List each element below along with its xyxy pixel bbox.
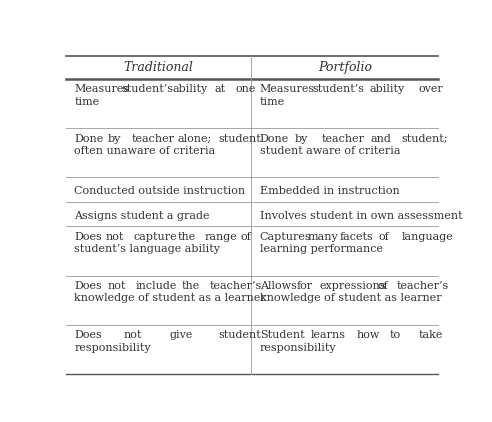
Text: learning performance: learning performance <box>260 244 383 254</box>
Text: over: over <box>419 84 443 95</box>
Text: of: of <box>379 232 390 242</box>
Text: Does: Does <box>74 232 102 242</box>
Text: Traditional: Traditional <box>124 61 194 74</box>
Text: not: not <box>124 330 142 341</box>
Text: Embedded in instruction: Embedded in instruction <box>260 186 400 196</box>
Text: to: to <box>390 330 400 341</box>
Text: learns: learns <box>310 330 345 341</box>
Text: student: student <box>219 134 261 143</box>
Text: capture: capture <box>133 232 177 242</box>
Text: not: not <box>107 281 125 291</box>
Text: at: at <box>215 84 226 95</box>
Text: Measures: Measures <box>74 84 129 95</box>
Text: responsibility: responsibility <box>74 343 151 352</box>
Text: facets: facets <box>339 232 373 242</box>
Text: of: of <box>240 232 251 242</box>
Text: ability: ability <box>172 84 208 95</box>
Text: time: time <box>260 97 285 107</box>
Text: Done: Done <box>74 134 104 143</box>
Text: and: and <box>370 134 391 143</box>
Text: student: student <box>219 330 261 341</box>
Text: Measures: Measures <box>260 84 315 95</box>
Text: teacher’s: teacher’s <box>397 281 449 291</box>
Text: Allows: Allows <box>260 281 297 291</box>
Text: student’s: student’s <box>122 84 173 95</box>
Text: range: range <box>205 232 237 242</box>
Text: Assigns student a grade: Assigns student a grade <box>74 211 210 221</box>
Text: the: the <box>182 281 200 291</box>
Text: not: not <box>106 232 124 242</box>
Text: expressions: expressions <box>320 281 386 291</box>
Text: Involves student in own assessment: Involves student in own assessment <box>260 211 462 221</box>
Text: Does: Does <box>74 330 102 341</box>
Text: give: give <box>169 330 192 341</box>
Text: student’s: student’s <box>313 84 365 95</box>
Text: alone;: alone; <box>177 134 212 143</box>
Text: often unaware of criteria: often unaware of criteria <box>74 146 215 156</box>
Text: by: by <box>107 134 121 143</box>
Text: Conducted outside instruction: Conducted outside instruction <box>74 186 246 196</box>
Text: responsibility: responsibility <box>260 343 337 352</box>
Text: knowledge of student as a learner: knowledge of student as a learner <box>74 293 266 303</box>
Text: Portfolio: Portfolio <box>318 61 372 74</box>
Text: ability: ability <box>370 84 405 95</box>
Text: one: one <box>236 84 256 95</box>
Text: include: include <box>136 281 177 291</box>
Text: many: many <box>308 232 339 242</box>
Text: student’s language ability: student’s language ability <box>74 244 220 254</box>
Text: Done: Done <box>260 134 289 143</box>
Text: how: how <box>356 330 380 341</box>
Text: knowledge of student as learner: knowledge of student as learner <box>260 293 441 303</box>
Text: student aware of criteria: student aware of criteria <box>260 146 400 156</box>
Text: by: by <box>295 134 308 143</box>
Text: for: for <box>296 281 312 291</box>
Text: Student: Student <box>260 330 305 341</box>
Text: the: the <box>178 232 196 242</box>
Text: time: time <box>74 97 100 107</box>
Text: of: of <box>378 281 389 291</box>
Text: teacher: teacher <box>131 134 175 143</box>
Text: Does: Does <box>74 281 102 291</box>
Text: student;: student; <box>401 134 448 143</box>
Text: teacher’s: teacher’s <box>210 281 262 291</box>
Text: teacher: teacher <box>322 134 365 143</box>
Text: take: take <box>419 330 443 341</box>
Text: language: language <box>401 232 453 242</box>
Text: Captures: Captures <box>260 232 311 242</box>
